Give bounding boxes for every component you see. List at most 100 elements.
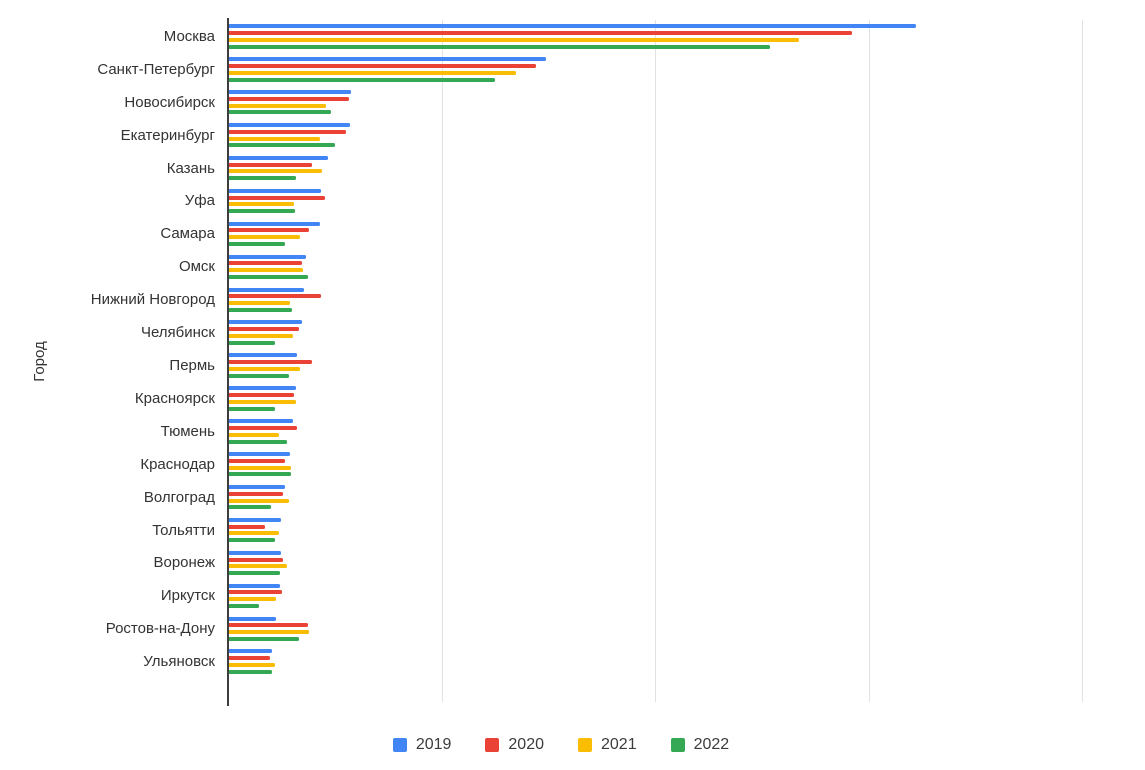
bar-2020[interactable] <box>229 393 294 398</box>
chart-row <box>229 119 1144 152</box>
category-label: Иркутск <box>160 587 215 605</box>
bar-2020[interactable] <box>229 623 308 628</box>
bar-2021[interactable] <box>229 366 300 371</box>
bar-2020[interactable] <box>229 458 286 463</box>
bar-2020[interactable] <box>229 491 283 496</box>
bar-2020[interactable] <box>229 656 270 661</box>
bar-2022[interactable] <box>229 472 292 477</box>
bar-2020[interactable] <box>229 31 852 36</box>
bar-2022[interactable] <box>229 538 276 543</box>
bar-2021[interactable] <box>229 663 276 668</box>
bar-2019[interactable] <box>229 452 291 457</box>
bar-2022[interactable] <box>229 307 293 312</box>
bar-2020[interactable] <box>229 590 282 595</box>
bar-2019[interactable] <box>229 90 352 95</box>
bar-2020[interactable] <box>229 195 325 200</box>
bar-2021[interactable] <box>229 630 310 635</box>
bar-2019[interactable] <box>229 57 546 62</box>
bar-2021[interactable] <box>229 498 289 503</box>
bar-2020[interactable] <box>229 294 322 299</box>
bar-2021[interactable] <box>229 432 280 437</box>
bar-2019[interactable] <box>229 254 306 259</box>
category-label: Нижний Новгород <box>90 291 215 309</box>
bar-2022[interactable] <box>229 571 281 576</box>
plot-area <box>228 20 1143 702</box>
bar-2020[interactable] <box>229 63 537 68</box>
bar-2021[interactable] <box>229 37 800 42</box>
bar-2019[interactable] <box>229 221 320 226</box>
chart-row <box>229 547 1144 580</box>
bar-2020[interactable] <box>229 261 302 266</box>
bar-2020[interactable] <box>229 129 346 134</box>
bar-2020[interactable] <box>229 162 312 167</box>
bar-2019[interactable] <box>229 386 297 391</box>
bar-2021[interactable] <box>229 301 291 306</box>
bar-2022[interactable] <box>229 77 496 82</box>
bar-2021[interactable] <box>229 465 292 470</box>
chart-row <box>229 448 1144 481</box>
chart-row <box>229 86 1144 119</box>
bar-2021[interactable] <box>229 235 300 240</box>
category-label: Новосибирск <box>124 93 215 111</box>
bar-2021[interactable] <box>229 202 294 207</box>
bar-2021[interactable] <box>229 399 297 404</box>
bar-2019[interactable] <box>229 517 282 522</box>
bar-2019[interactable] <box>229 122 351 127</box>
bar-2022[interactable] <box>229 242 286 247</box>
bar-2022[interactable] <box>229 636 300 641</box>
chart-row <box>229 382 1144 415</box>
bar-2019[interactable] <box>229 550 282 555</box>
bar-2019[interactable] <box>229 484 286 489</box>
chart-row <box>229 250 1144 283</box>
bar-2021[interactable] <box>229 597 276 602</box>
bar-2022[interactable] <box>229 340 276 345</box>
bar-2020[interactable] <box>229 228 310 233</box>
bar-2020[interactable] <box>229 524 265 529</box>
bar-2019[interactable] <box>229 155 329 160</box>
bar-2020[interactable] <box>229 425 298 430</box>
bar-2022[interactable] <box>229 406 276 411</box>
bar-2022[interactable] <box>229 176 297 181</box>
bar-2022[interactable] <box>229 604 259 609</box>
bar-2022[interactable] <box>229 505 271 510</box>
chart-row <box>229 283 1144 316</box>
bar-2021[interactable] <box>229 70 516 75</box>
bar-2021[interactable] <box>229 268 304 273</box>
bar-2019[interactable] <box>229 583 281 588</box>
bar-2021[interactable] <box>229 136 320 141</box>
chart-row <box>229 53 1144 86</box>
category-label: Пермь <box>169 357 215 375</box>
bar-2022[interactable] <box>229 44 771 49</box>
bar-2020[interactable] <box>229 327 300 332</box>
bar-2022[interactable] <box>229 669 272 674</box>
bar-2021[interactable] <box>229 564 288 569</box>
bar-2020[interactable] <box>229 557 283 562</box>
bar-2021[interactable] <box>229 169 323 174</box>
bar-2020[interactable] <box>229 96 350 101</box>
bar-2022[interactable] <box>229 373 289 378</box>
bar-2022[interactable] <box>229 274 308 279</box>
bar-2021[interactable] <box>229 531 280 536</box>
bar-2021[interactable] <box>229 334 294 338</box>
bar-2019[interactable] <box>229 24 917 29</box>
bar-2022[interactable] <box>229 209 295 214</box>
legend-label: 2022 <box>693 736 730 753</box>
bar-2019[interactable] <box>229 616 276 621</box>
bar-2019[interactable] <box>229 419 294 424</box>
bar-2019[interactable] <box>229 287 305 292</box>
bar-2019[interactable] <box>229 649 272 654</box>
category-label: Санкт-Петербург <box>97 60 215 78</box>
bar-2019[interactable] <box>229 353 298 358</box>
bar-2022[interactable] <box>229 439 288 444</box>
bar-2022[interactable] <box>229 143 335 148</box>
gridline <box>868 20 870 702</box>
bar-2020[interactable] <box>229 360 312 365</box>
y-axis-line <box>227 18 229 706</box>
bar-2019[interactable] <box>229 188 322 193</box>
bar-2021[interactable] <box>229 103 326 108</box>
chart-row <box>229 514 1144 547</box>
bar-2022[interactable] <box>229 110 332 115</box>
bar-2019[interactable] <box>229 320 302 325</box>
category-label: Москва <box>163 27 215 45</box>
